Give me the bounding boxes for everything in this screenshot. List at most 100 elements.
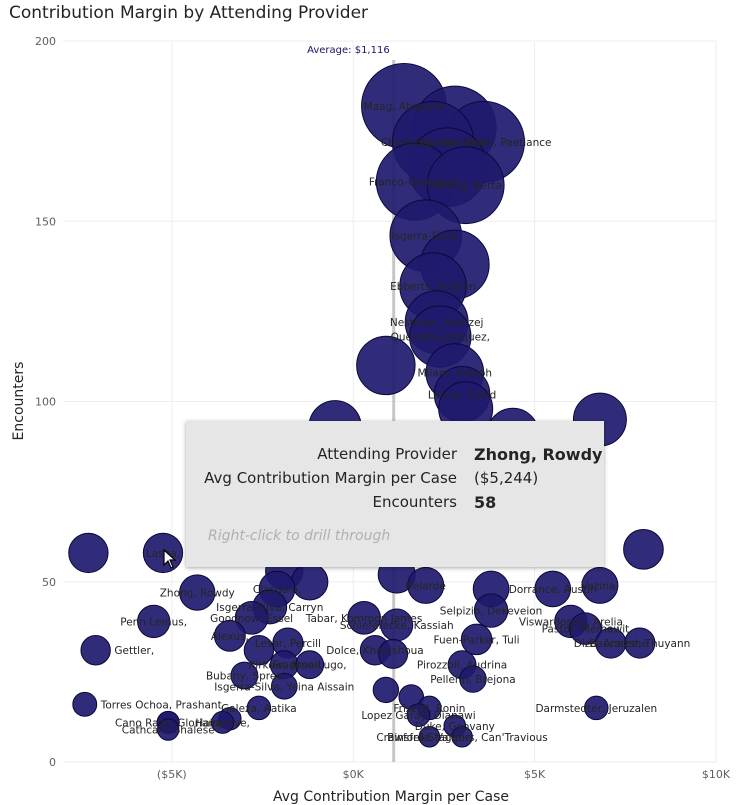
point-label: Goodnow, Essel bbox=[210, 613, 293, 625]
point-label: Leung, Zaaid bbox=[428, 389, 496, 401]
point-label: Isgerra-Silva, bbox=[391, 231, 460, 243]
point-label: Belarde bbox=[406, 580, 446, 592]
point-label: Isgerra-Silva, Yeina Aissain bbox=[214, 681, 354, 693]
point-label: Baccaree, Thuyann bbox=[589, 638, 690, 650]
data-point[interactable] bbox=[243, 635, 275, 666]
point-label: Sheader Smith, Paetiance bbox=[416, 137, 551, 149]
axis-ticks: 0 50 100 150 200 ($5K) $0K $5K $10K bbox=[35, 35, 731, 781]
point-label: Fuen-Parker, Tuli bbox=[434, 634, 520, 646]
data-point[interactable] bbox=[179, 574, 216, 611]
x-axis-title: Avg Contribution Margin per Case bbox=[273, 789, 509, 805]
data-point[interactable] bbox=[372, 676, 400, 704]
data-point[interactable] bbox=[230, 661, 259, 690]
data-point[interactable] bbox=[142, 532, 184, 574]
point-label: Cano Razo, Gloriana bbox=[115, 717, 222, 729]
point-label: Cathcart, Shalese bbox=[122, 725, 215, 737]
data-point[interactable] bbox=[534, 570, 572, 608]
point-label: Franco-Quinones, bbox=[369, 177, 461, 189]
point-label: Schieferecke, Kassiah bbox=[340, 620, 454, 632]
point-labels: Maag, Abigayle Sheader Smith, PaetianceCh… bbox=[100, 101, 691, 744]
data-point[interactable] bbox=[460, 623, 493, 656]
point-label: Darmstedter, Jeruzalen bbox=[535, 703, 657, 715]
point-label: Chimburg, Pattrisha bbox=[381, 137, 485, 149]
data-point[interactable] bbox=[72, 691, 98, 717]
point-label: Pellerin, Brejona bbox=[430, 674, 515, 686]
tooltip-row-provider: Attending Provider Zhong, Rowdy bbox=[186, 445, 604, 469]
data-point[interactable] bbox=[68, 532, 109, 574]
x-tick-label: $0K bbox=[343, 768, 365, 781]
tooltip-row-margin: Avg Contribution Margin per Case ($5,244… bbox=[186, 469, 604, 493]
point-label: Frizzell, Ronin bbox=[393, 703, 465, 715]
point-label: Nestman, Andrzej bbox=[390, 317, 484, 329]
point-label: Hairgrove, bbox=[195, 717, 250, 729]
data-point[interactable] bbox=[213, 619, 246, 652]
data-point[interactable] bbox=[407, 566, 445, 604]
data-point[interactable] bbox=[406, 703, 431, 728]
data-point[interactable] bbox=[157, 718, 180, 741]
point-label: Kirkow, Arnell bbox=[248, 660, 320, 672]
point-label: Duke, Geovany bbox=[415, 721, 495, 733]
data-point[interactable] bbox=[473, 593, 509, 628]
data-point[interactable] bbox=[451, 725, 473, 748]
point-label: Pirozzoli, Audrina bbox=[417, 660, 507, 672]
data-point[interactable] bbox=[569, 612, 602, 645]
tooltip-value: Zhong, Rowdy bbox=[474, 445, 603, 464]
data-point[interactable] bbox=[80, 635, 111, 666]
point-label: Crawford-Staggers, Can'Travious bbox=[376, 732, 547, 744]
x-tick-label: $10K bbox=[702, 768, 731, 781]
data-point[interactable] bbox=[584, 695, 609, 721]
y-tick-label: 0 bbox=[49, 756, 56, 769]
data-point[interactable] bbox=[426, 146, 505, 225]
point-label: Gettler, bbox=[114, 645, 154, 657]
point-label: Selpizio, Dekeveion bbox=[440, 606, 543, 618]
average-line-label: Average: $1,116 bbox=[307, 45, 390, 56]
tooltip-key: Encounters bbox=[372, 493, 457, 511]
data-point[interactable] bbox=[624, 627, 656, 659]
x-tick-label: ($5K) bbox=[157, 768, 187, 781]
data-points[interactable] bbox=[68, 62, 664, 748]
mouse-pointer-icon bbox=[163, 549, 177, 569]
point-label: Pastor, Merhawit bbox=[542, 624, 630, 636]
point-label: Viswardopan, Arelia bbox=[519, 616, 623, 628]
tooltip-value: 58 bbox=[474, 493, 497, 512]
data-point[interactable] bbox=[137, 604, 171, 639]
point-label: Torres Ochoa, Prashant bbox=[100, 699, 222, 711]
data-point[interactable] bbox=[246, 695, 272, 721]
tooltip-hint: Right-click to drill through bbox=[208, 528, 391, 544]
x-tick-label: $5K bbox=[524, 768, 546, 781]
data-point[interactable] bbox=[356, 335, 416, 396]
data-point[interactable] bbox=[234, 600, 269, 635]
data-point[interactable] bbox=[378, 638, 409, 669]
point-label: Zhong, Rowdy bbox=[160, 588, 235, 600]
y-tick-label: 100 bbox=[35, 396, 56, 409]
y-tick-label: 150 bbox=[35, 215, 56, 228]
chart-title: Contribution Margin by Attending Provide… bbox=[9, 3, 369, 23]
point-label: Dolce, Khaujshoua bbox=[326, 645, 424, 657]
tooltip-key: Attending Provider bbox=[317, 445, 457, 463]
point-label: Bubany, Spree bbox=[206, 670, 283, 682]
point-label: Clasquin, bbox=[253, 584, 301, 596]
point-label: Penn Lemus, bbox=[120, 616, 187, 628]
data-point[interactable] bbox=[270, 672, 298, 700]
data-point[interactable] bbox=[347, 600, 381, 635]
data-point[interactable] bbox=[211, 710, 235, 734]
tooltip-value: ($5,244) bbox=[474, 469, 539, 487]
data-point[interactable] bbox=[623, 528, 664, 570]
data-point[interactable] bbox=[459, 665, 487, 693]
data-point[interactable] bbox=[295, 650, 325, 680]
point-label: Lesar, Percill bbox=[255, 638, 321, 650]
point-label: Galeza, Aatika bbox=[221, 703, 297, 715]
point-label: Isgerra-Silva, Carryn bbox=[216, 602, 323, 614]
y-axis-title: Encounters bbox=[11, 362, 27, 441]
point-label: Binsfeld, Valarie bbox=[387, 732, 472, 744]
point-label: Maag, Abigayle bbox=[364, 101, 445, 113]
point-label: Hennig, Berta bbox=[429, 180, 501, 192]
y-tick-label: 50 bbox=[42, 576, 56, 589]
tooltip-key: Avg Contribution Margin per Case bbox=[204, 469, 457, 487]
y-tick-label: 200 bbox=[35, 35, 56, 48]
data-point[interactable] bbox=[581, 566, 619, 604]
point-label: Alexus, bbox=[211, 631, 249, 643]
data-point[interactable] bbox=[418, 725, 441, 748]
point-label: Fragoso-Lugo, bbox=[273, 660, 347, 672]
